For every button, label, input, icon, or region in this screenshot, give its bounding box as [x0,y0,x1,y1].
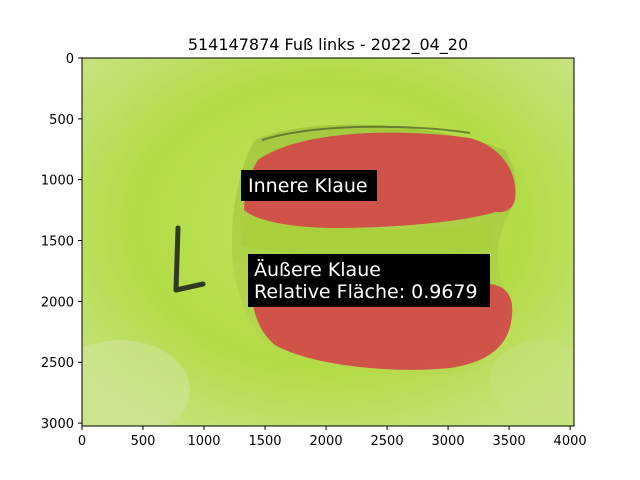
y-tick-label: 2000 [41,295,74,310]
x-tick-label: 2500 [371,434,404,449]
plot-title: 514147874 Fuß links - 2022_04_20 [188,35,468,55]
x-tick-label: 4000 [554,434,587,449]
axes-frame [81,57,575,427]
x-tick-label: 1500 [248,434,281,449]
x-tick-label: 1000 [187,434,220,449]
inner-claw-label: Innere Klaue [241,170,377,201]
x-tick-label: 3000 [432,434,465,449]
inner-claw-mask [244,132,516,228]
light-patch [82,340,190,426]
x-tick-label: 3500 [493,434,526,449]
y-axis: 0 500 1000 1500 2000 2500 3000 [41,52,82,432]
y-tick-label: 3000 [41,417,74,432]
y-tick-label: 2500 [41,356,74,371]
hoof-photo [82,58,574,426]
x-tick-label: 500 [131,434,156,449]
x-tick-label: 0 [78,434,86,449]
marker-letter-l [173,225,206,293]
y-tick-label: 500 [49,113,74,128]
outer-claw-label-line1: Äußere Klaue [254,258,381,281]
x-axis: 0 500 1000 1500 2000 2500 3000 3500 4000 [78,426,587,449]
y-tick-label: 1000 [41,174,74,189]
inner-claw-label-text: Innere Klaue [248,175,368,197]
inner-claw-label-box [241,170,377,201]
y-tick-label: 1500 [41,235,74,250]
outer-claw-label-box [248,254,490,307]
y-tick-label: 0 [66,52,74,67]
outer-claw-label-line2: Relative Fläche: 0.9679 [254,281,478,303]
outer-claw-label: Äußere Klaue Relative Fläche: 0.9679 [248,254,490,307]
x-tick-label: 2000 [310,434,343,449]
